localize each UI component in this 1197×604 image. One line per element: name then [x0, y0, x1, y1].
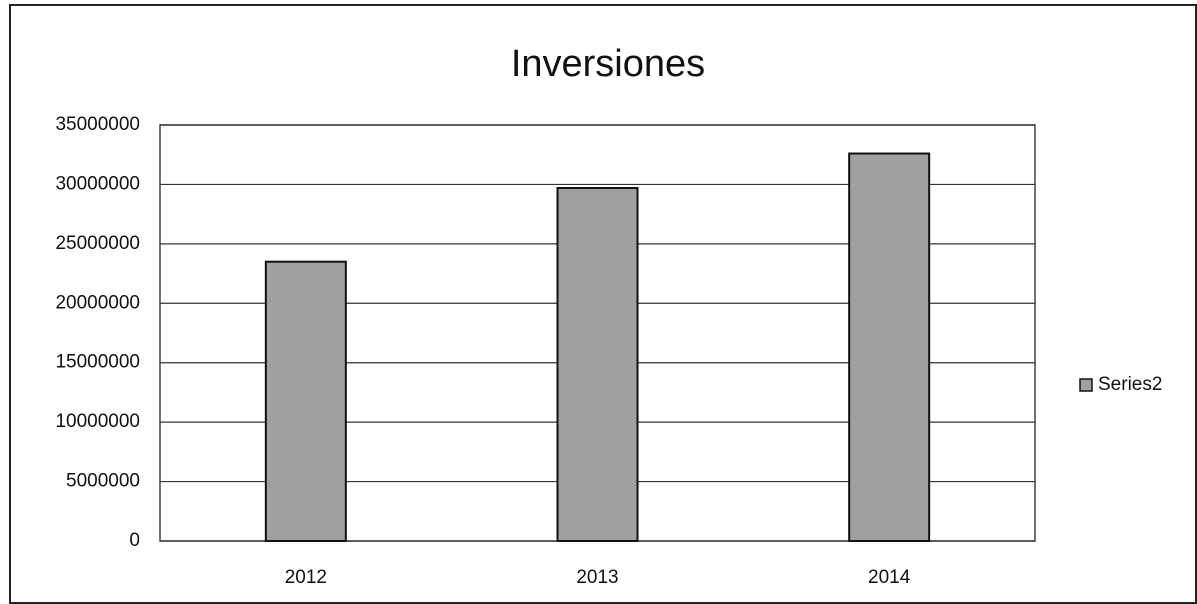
bar	[848, 152, 931, 542]
x-tick-label: 2012	[285, 567, 327, 588]
legend-label: Series2	[1098, 374, 1162, 395]
y-tick-label: 20000000	[55, 292, 140, 313]
legend-swatch	[1079, 378, 1093, 392]
y-tick-label: 10000000	[55, 411, 140, 432]
chart-title: Inversiones	[511, 43, 705, 85]
bar	[556, 186, 639, 542]
bar	[264, 260, 347, 542]
y-tick-label: 0	[129, 530, 140, 551]
y-tick-label: 35000000	[55, 114, 140, 135]
x-tick-label: 2013	[576, 567, 618, 588]
y-tick-label: 25000000	[55, 233, 140, 254]
y-tick-label: 5000000	[66, 471, 140, 492]
y-tick-label: 15000000	[55, 352, 140, 373]
x-tick-label: 2014	[868, 567, 911, 588]
y-tick-label: 30000000	[55, 173, 140, 194]
